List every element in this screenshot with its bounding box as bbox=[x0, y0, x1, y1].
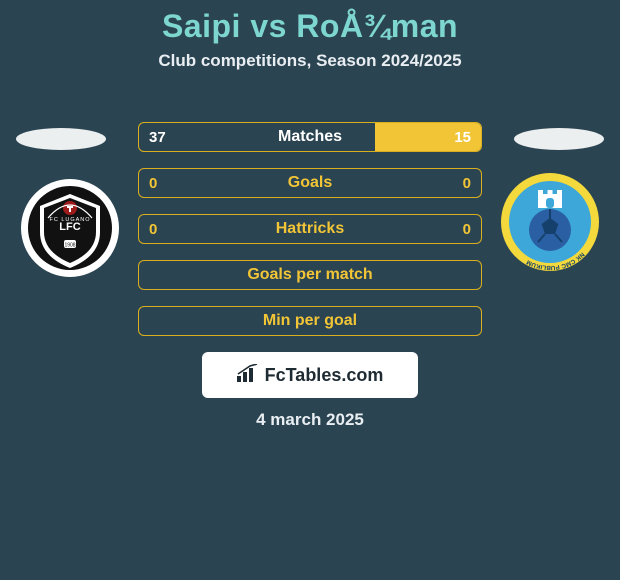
stats-panel: 37 Matches 15 0 Goals 0 0 Hattricks 0 Goals per m… bbox=[138, 122, 482, 352]
chart-icon bbox=[237, 364, 259, 387]
brand-footer: FcTables.com bbox=[202, 352, 418, 398]
club-badge-right: NK CMC PUBLIKUM bbox=[500, 172, 600, 272]
stat-label: Matches bbox=[278, 128, 342, 146]
page-title: Saipi vs RoÅ¾man bbox=[0, 8, 620, 45]
stat-label: Min per goal bbox=[263, 312, 357, 330]
stat-value-left: 37 bbox=[149, 129, 166, 146]
page-subtitle: Club competitions, Season 2024/2025 bbox=[0, 51, 620, 71]
player-photo-right bbox=[514, 128, 604, 150]
club-badge-left: LFC FC LUGANO 1908 bbox=[20, 178, 120, 278]
stat-label: Goals per match bbox=[247, 266, 372, 284]
svg-text:1908: 1908 bbox=[64, 243, 75, 249]
stat-row: 0 Goals 0 bbox=[138, 168, 482, 198]
stat-label: Goals bbox=[288, 174, 332, 192]
stat-row: 37 Matches 15 bbox=[138, 122, 482, 152]
stat-value-left: 0 bbox=[149, 221, 157, 238]
player-photo-left bbox=[16, 128, 106, 150]
stat-row: Goals per match bbox=[138, 260, 482, 290]
stat-value-right: 15 bbox=[454, 129, 471, 146]
brand-label: FcTables.com bbox=[265, 365, 384, 386]
svg-text:FC LUGANO: FC LUGANO bbox=[49, 217, 90, 223]
stat-value-left: 0 bbox=[149, 175, 157, 192]
stat-row: Min per goal bbox=[138, 306, 482, 336]
stat-row: 0 Hattricks 0 bbox=[138, 214, 482, 244]
stat-label: Hattricks bbox=[276, 220, 344, 238]
footer-date: 4 march 2025 bbox=[0, 410, 620, 430]
stat-value-right: 0 bbox=[463, 221, 471, 238]
stat-value-right: 0 bbox=[463, 175, 471, 192]
